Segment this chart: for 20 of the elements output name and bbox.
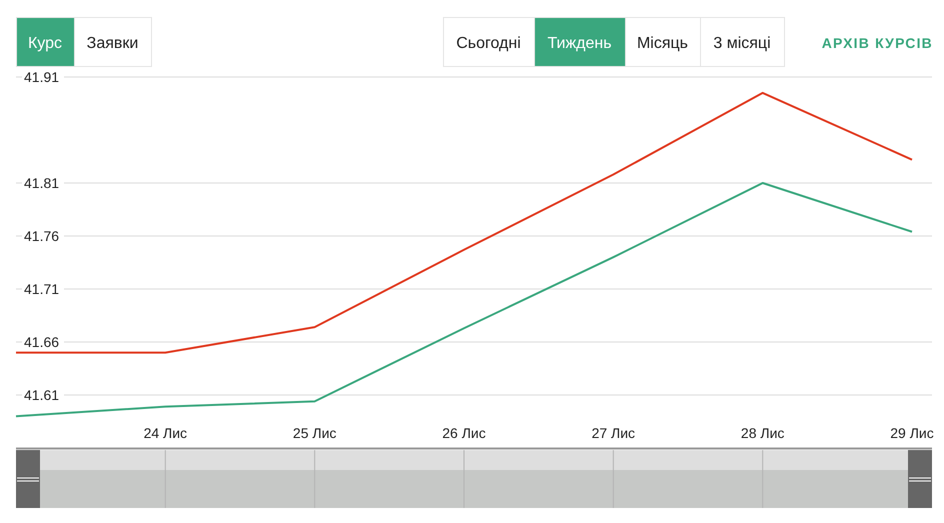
tab-button: Заявки xyxy=(74,17,152,67)
y-tick-label: 41.61 xyxy=(24,387,60,403)
line-series xyxy=(15,92,913,354)
tab-button: 3 місяці xyxy=(700,17,785,67)
x-tick-label: 27 Лис xyxy=(592,425,636,441)
text: АРХІВ КУРСІВ xyxy=(822,35,933,51)
x-tick-label: 28 Лис xyxy=(740,425,784,441)
x-tick-label: 26 Лис xyxy=(442,425,486,441)
y-tick-label: 41.66 xyxy=(24,334,60,350)
tab-button: Сьогодні xyxy=(443,17,535,67)
tab-button: Місяць xyxy=(625,17,701,67)
x-tick-label: 24 Лис xyxy=(144,425,188,441)
y-tick-label: 41.76 xyxy=(24,228,60,244)
y-tick-label: 41.81 xyxy=(24,175,60,191)
y-tick-label: 41.71 xyxy=(24,281,60,297)
tab-button: Тиждень xyxy=(534,17,626,67)
x-tick-label: 29 Лис xyxy=(890,425,934,441)
tab-button: Курс xyxy=(16,17,75,67)
y-tick-label: 41.91 xyxy=(24,69,60,85)
x-tick-label: 25 Лис xyxy=(292,425,336,441)
